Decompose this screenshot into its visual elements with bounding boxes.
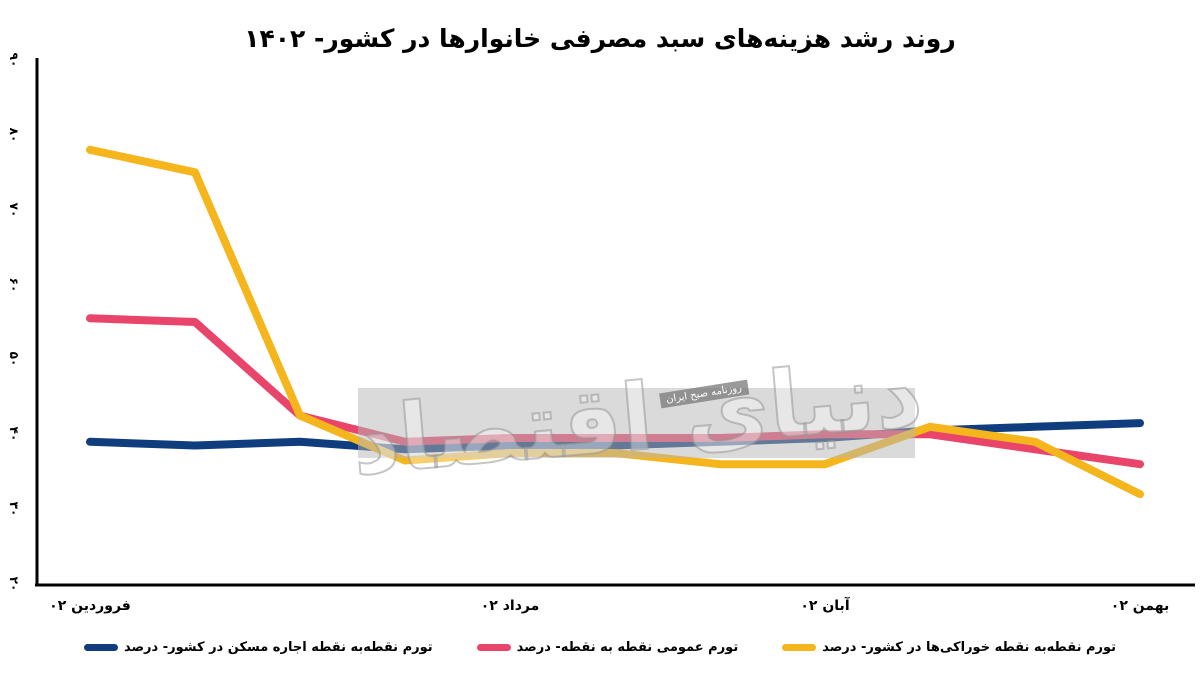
legend-swatch-food xyxy=(782,644,817,651)
watermark-band xyxy=(358,388,915,458)
y-tick-label: ۲۰ xyxy=(7,576,21,592)
x-tick-label: آبان ۰۲ xyxy=(800,598,850,614)
y-tick-label: ۷۰ xyxy=(7,202,21,218)
y-tick-label: ۳۰ xyxy=(7,501,21,517)
legend-swatch-general xyxy=(476,644,511,651)
y-tick-label: ۹۰ xyxy=(7,52,21,68)
legend-swatch-rent xyxy=(83,644,118,651)
legend-item-rent: تورم نقطه‌به نقطه اجاره مسکن در کشور- در… xyxy=(83,640,433,655)
x-tick-label: مرداد ۰۲ xyxy=(480,598,540,614)
y-tick-label: ۶۰ xyxy=(7,277,21,292)
legend: تورم نقطه‌به نقطه خوراکی‌ها در کشور- درص… xyxy=(0,640,1200,655)
legend-label-general: تورم عمومی نقطه به نقطه- درصد xyxy=(516,640,739,655)
x-tick-label: فروردین ۰۲ xyxy=(49,598,131,614)
legend-label-rent: تورم نقطه‌به نقطه اجاره مسکن در کشور- در… xyxy=(123,640,433,655)
x-tick-label: بهمن ۰۲ xyxy=(1110,598,1170,614)
y-tick-label: ۴۰ xyxy=(7,426,21,442)
legend-item-food: تورم نقطه‌به نقطه خوراکی‌ها در کشور- درص… xyxy=(782,640,1116,655)
legend-label-food: تورم نقطه‌به نقطه خوراکی‌ها در کشور- درص… xyxy=(822,640,1117,655)
y-tick-label: ۸۰ xyxy=(7,127,21,143)
legend-item-general: تورم عمومی نقطه به نقطه- درصد xyxy=(476,640,739,655)
y-tick-label: ۵۰ xyxy=(7,352,21,367)
chart-title: روند رشد هزینه‌های سبد مصرفی خانوارها در… xyxy=(244,24,956,53)
